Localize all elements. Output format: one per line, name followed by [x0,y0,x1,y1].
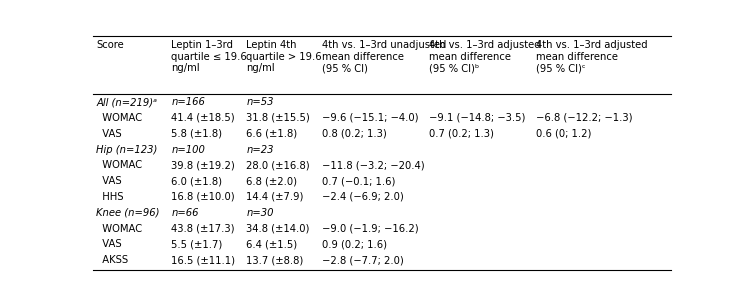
Text: n=66: n=66 [172,208,198,218]
Text: n=166: n=166 [172,97,205,107]
Text: −9.1 (−14.8; −3.5): −9.1 (−14.8; −3.5) [428,113,525,123]
Text: 39.8 (±19.2): 39.8 (±19.2) [172,160,235,170]
Text: 4th vs. 1–3rd unadjusted
mean difference
(95 % CI): 4th vs. 1–3rd unadjusted mean difference… [322,40,446,73]
Text: 6.8 (±2.0): 6.8 (±2.0) [246,176,298,186]
Text: Leptin 1–3rd
quartile ≤ 19.6
ng/ml: Leptin 1–3rd quartile ≤ 19.6 ng/ml [172,40,247,73]
Text: 0.7 (0.2; 1.3): 0.7 (0.2; 1.3) [428,129,493,139]
Text: n=23: n=23 [246,145,274,155]
Text: 14.4 (±7.9): 14.4 (±7.9) [246,192,304,202]
Text: 5.8 (±1.8): 5.8 (±1.8) [172,129,222,139]
Text: 0.9 (0.2; 1.6): 0.9 (0.2; 1.6) [322,239,386,249]
Text: VAS: VAS [96,176,122,186]
Text: 5.5 (±1.7): 5.5 (±1.7) [172,239,222,249]
Text: 28.0 (±16.8): 28.0 (±16.8) [246,160,310,170]
Text: n=100: n=100 [172,145,205,155]
Text: Hip (n=123): Hip (n=123) [96,145,157,155]
Text: −2.4 (−6.9; 2.0): −2.4 (−6.9; 2.0) [322,192,404,202]
Text: 6.6 (±1.8): 6.6 (±1.8) [246,129,298,139]
Text: 13.7 (±8.8): 13.7 (±8.8) [246,255,304,265]
Text: 16.8 (±10.0): 16.8 (±10.0) [172,192,235,202]
Text: −11.8 (−3.2; −20.4): −11.8 (−3.2; −20.4) [322,160,424,170]
Text: n=53: n=53 [246,97,274,107]
Text: HHS: HHS [96,192,124,202]
Text: −2.8 (−7.7; 2.0): −2.8 (−7.7; 2.0) [322,255,404,265]
Text: −9.0 (−1.9; −16.2): −9.0 (−1.9; −16.2) [322,224,419,234]
Text: WOMAC: WOMAC [96,224,142,234]
Text: 0.8 (0.2; 1.3): 0.8 (0.2; 1.3) [322,129,386,139]
Text: 6.0 (±1.8): 6.0 (±1.8) [172,176,222,186]
Text: AKSS: AKSS [96,255,128,265]
Text: Leptin 4th
quartile > 19.6
ng/ml: Leptin 4th quartile > 19.6 ng/ml [246,40,322,73]
Text: 41.4 (±18.5): 41.4 (±18.5) [172,113,235,123]
Text: VAS: VAS [96,239,122,249]
Text: 6.4 (±1.5): 6.4 (±1.5) [246,239,298,249]
Text: 31.8 (±15.5): 31.8 (±15.5) [246,113,310,123]
Text: n=30: n=30 [246,208,274,218]
Text: 16.5 (±11.1): 16.5 (±11.1) [172,255,235,265]
Text: 0.7 (−0.1; 1.6): 0.7 (−0.1; 1.6) [322,176,395,186]
Text: 34.8 (±14.0): 34.8 (±14.0) [246,224,310,234]
Text: 4th vs. 1–3rd adjusted
mean difference
(95 % CI)ᵇ: 4th vs. 1–3rd adjusted mean difference (… [428,40,540,73]
Text: WOMAC: WOMAC [96,113,142,123]
Text: 43.8 (±17.3): 43.8 (±17.3) [172,224,235,234]
Text: 0.6 (0; 1.2): 0.6 (0; 1.2) [536,129,591,139]
Text: Score: Score [96,40,124,50]
Text: 4th vs. 1–3rd adjusted
mean difference
(95 % CI)ᶜ: 4th vs. 1–3rd adjusted mean difference (… [536,40,648,73]
Text: All (n=219)ᵃ: All (n=219)ᵃ [96,97,157,107]
Text: −9.6 (−15.1; −4.0): −9.6 (−15.1; −4.0) [322,113,418,123]
Text: VAS: VAS [96,129,122,139]
Text: WOMAC: WOMAC [96,160,142,170]
Text: Knee (n=96): Knee (n=96) [96,208,160,218]
Text: −6.8 (−12.2; −1.3): −6.8 (−12.2; −1.3) [536,113,632,123]
